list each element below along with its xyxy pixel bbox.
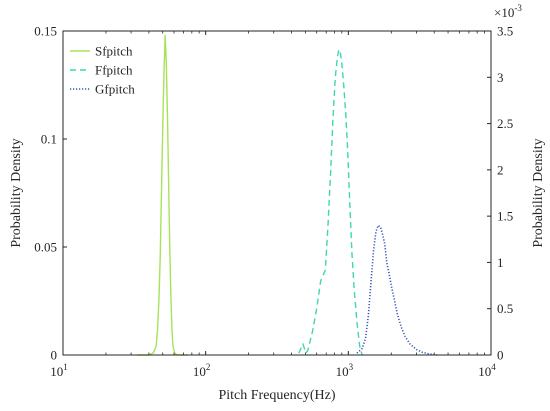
legend-label-sfpitch: Sfpitch <box>95 44 133 59</box>
x-tick-label-exponent: 4 <box>491 362 496 372</box>
y-right-tick-label: 1 <box>497 255 504 270</box>
y-left-tick-label: 0.15 <box>34 24 57 39</box>
labels-layer: 101 102 103 10400.050.10.1500.511.522.533.5… <box>9 3 546 403</box>
y-right-tick-label: 2.5 <box>497 116 513 131</box>
series-line-ffpitch <box>298 48 363 356</box>
legend: Sfpitch Ffpitch Gfpitch <box>70 44 135 97</box>
x-tick-label: 104 <box>478 362 496 379</box>
y-right-tick-label: 2 <box>497 162 504 177</box>
x-tick-label-exponent: 1 <box>63 362 68 372</box>
right-axis-multiplier-base: ×10 <box>494 5 514 20</box>
y-left-tick-label: 0.1 <box>41 132 57 147</box>
x-tick-label-base: 10 <box>478 364 491 379</box>
series-line-gfpitch <box>356 224 438 356</box>
series-line-sfpitch <box>136 34 188 356</box>
y-right-tick-label: 1.5 <box>497 209 513 224</box>
legend-label-gfpitch: Gfpitch <box>95 82 135 97</box>
right-axis-multiplier-exponent: -3 <box>514 3 522 13</box>
y-right-tick-label: 3.5 <box>497 24 513 39</box>
legend-label-ffpitch: Ffpitch <box>95 63 133 78</box>
x-tick-label: 101 <box>50 362 68 379</box>
plot-frame <box>62 30 492 356</box>
x-tick-label: 102 <box>193 362 211 379</box>
y-right-tick-label: 0.5 <box>497 301 513 316</box>
ticks-layer <box>62 30 492 356</box>
x-tick-label-base: 10 <box>50 364 63 379</box>
series-layer <box>136 34 438 356</box>
y-right-axis-label: Probability Density <box>531 138 546 247</box>
y-left-axis-label: Probability Density <box>9 138 24 247</box>
y-left-tick-label: 0 <box>51 348 58 363</box>
right-axis-multiplier: ×10-3 <box>494 3 522 20</box>
x-tick-label-base: 10 <box>336 364 349 379</box>
x-axis-label: Pitch Frequency(Hz) <box>218 388 335 403</box>
x-tick-label-exponent: 3 <box>349 362 354 372</box>
x-tick-label: 103 <box>336 362 354 379</box>
y-right-tick-label: 0 <box>497 348 504 363</box>
x-tick-label-base: 10 <box>193 364 206 379</box>
y-left-tick-label: 0.05 <box>34 240 57 255</box>
y-right-tick-label: 3 <box>497 70 504 85</box>
x-tick-label-exponent: 2 <box>206 362 211 372</box>
